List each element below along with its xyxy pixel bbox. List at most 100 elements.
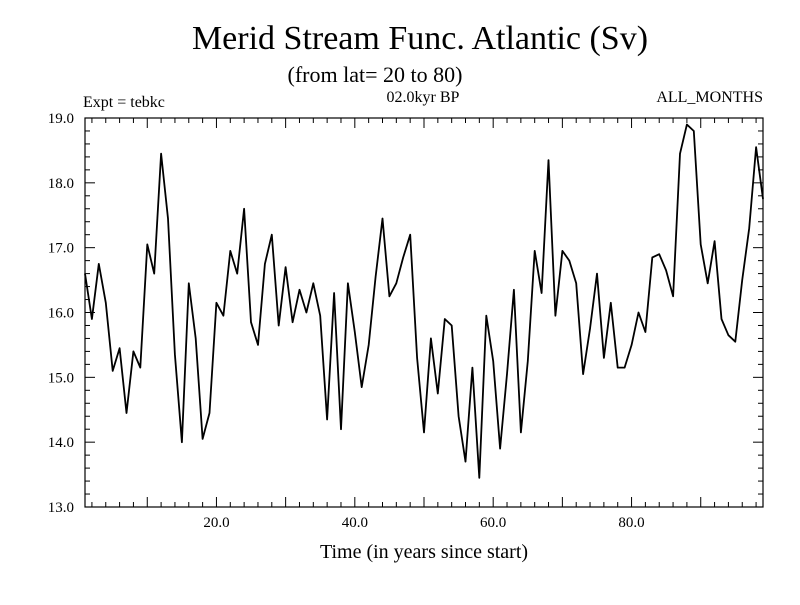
data-point — [160, 153, 162, 155]
data-point — [229, 250, 231, 252]
data-point — [202, 438, 204, 440]
data-point — [631, 344, 633, 346]
data-point — [105, 302, 107, 304]
data-point — [437, 392, 439, 395]
x-tick-label: 80.0 — [618, 515, 644, 531]
data-point — [755, 146, 757, 148]
data-point — [762, 198, 764, 200]
data-point — [181, 441, 183, 443]
data-point — [222, 315, 224, 317]
data-point — [139, 367, 141, 369]
data-point — [672, 295, 674, 297]
data-point — [547, 159, 550, 161]
data-point — [278, 324, 280, 327]
data-point — [686, 123, 688, 126]
data-point — [520, 431, 522, 433]
experiment-label: Expt = tebkc — [83, 94, 165, 111]
data-point — [285, 266, 287, 268]
y-tick-label: 14.0 — [48, 435, 74, 451]
x-axis-label: Time (in years since start) — [320, 541, 528, 563]
data-point — [714, 240, 716, 242]
data-point — [208, 412, 211, 414]
data-point — [513, 289, 515, 291]
data-point — [444, 318, 446, 320]
data-point — [340, 428, 342, 430]
chart-title: Merid Stream Func. Atlantic (Sv) — [192, 20, 648, 57]
data-point — [430, 337, 432, 339]
data-point — [534, 250, 536, 252]
data-point — [734, 341, 736, 343]
data-point — [381, 217, 384, 220]
data-point — [603, 357, 605, 359]
data-point — [693, 130, 695, 132]
data-point — [665, 269, 667, 271]
y-tick-label: 16.0 — [48, 306, 74, 322]
data-point — [132, 350, 134, 352]
data-point — [250, 321, 252, 323]
data-point — [624, 367, 626, 369]
data-point — [658, 253, 660, 255]
data-point — [347, 282, 349, 284]
axis-tick-labels: 20.0 40.0 60.0 80.0 13.0 14.0 15.0 16.0 17.0 18.0… — [48, 111, 645, 531]
data-point — [527, 360, 529, 362]
data-point — [167, 217, 169, 220]
data-point — [146, 243, 148, 245]
data-point — [271, 234, 273, 236]
data-point — [243, 208, 245, 210]
data-point — [610, 302, 612, 304]
data-point — [485, 315, 487, 317]
data-point — [700, 243, 702, 245]
data-point — [409, 234, 411, 236]
data-point — [575, 282, 577, 284]
data-point — [458, 415, 460, 417]
data-point — [720, 318, 723, 320]
data-point — [471, 367, 473, 369]
data-point — [119, 347, 121, 349]
chart-subtitle: (from lat= 20 to 80) — [288, 62, 463, 87]
series-line — [84, 123, 764, 479]
data-point — [257, 344, 259, 346]
data-point — [679, 153, 681, 155]
data-point — [298, 289, 301, 291]
data-point — [637, 311, 640, 314]
y-tick-label: 19.0 — [48, 111, 74, 127]
data-point — [589, 328, 591, 330]
data-point — [451, 324, 453, 327]
data-point — [125, 412, 128, 414]
data-point — [319, 315, 321, 317]
data-point — [492, 360, 494, 362]
data-point — [478, 477, 480, 479]
data-point — [215, 302, 217, 304]
data-point — [402, 256, 404, 258]
data-point — [333, 292, 335, 294]
data-point — [195, 337, 197, 339]
data-point — [112, 370, 114, 372]
data-point — [416, 357, 418, 359]
x-tick-label: 20.0 — [203, 515, 229, 531]
data-point — [727, 334, 730, 336]
months-label: ALL_MONTHS — [656, 89, 763, 106]
y-tick-label: 15.0 — [48, 370, 74, 386]
data-point — [174, 354, 176, 356]
data-point — [464, 461, 467, 463]
data-point — [395, 282, 397, 284]
data-point — [354, 331, 356, 333]
data-point — [368, 344, 370, 346]
data-point — [554, 315, 557, 317]
y-tick-label: 17.0 — [48, 241, 74, 257]
x-tick-label: 40.0 — [342, 515, 368, 531]
data-point — [748, 227, 750, 229]
data-point — [312, 282, 314, 284]
data-point — [326, 418, 328, 421]
data-point — [98, 263, 100, 265]
data-point — [741, 279, 743, 281]
data-point — [568, 260, 570, 262]
data-point — [305, 311, 307, 314]
y-tick-label: 13.0 — [48, 500, 74, 516]
data-point — [188, 282, 190, 284]
period-label: 02.0kyr BP — [387, 89, 460, 106]
data-point — [236, 273, 238, 275]
data-point — [582, 373, 584, 375]
data-point — [361, 386, 363, 388]
